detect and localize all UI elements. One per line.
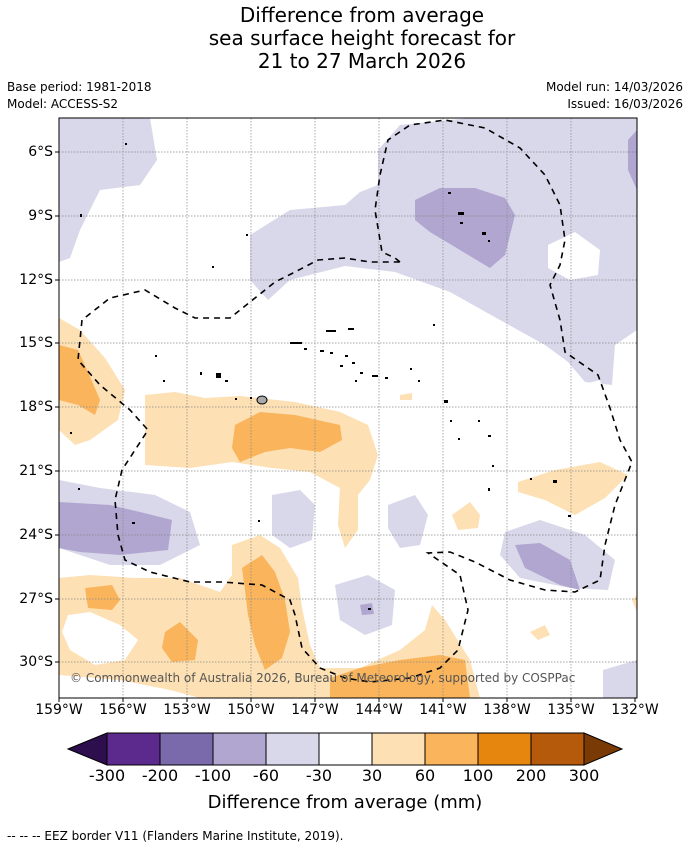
colorbar-tick-pos30: 30 — [361, 766, 383, 785]
lon-label-156w: 156°W — [99, 702, 147, 718]
tick-marks — [55, 151, 636, 702]
eez-borders — [77, 119, 633, 683]
colorbar-tick-neg100: -100 — [194, 766, 232, 785]
colorbar-tick-neg300: -300 — [88, 766, 126, 785]
colorbar-tick-neg30: -30 — [305, 766, 333, 785]
colorbar-bin-3 — [212, 732, 267, 766]
base-period: Base period: 1981-2018 — [7, 80, 152, 94]
lat-label-12s: 12°S — [19, 272, 53, 288]
lat-label-15s: 15°S — [19, 335, 53, 351]
title-line-3: 21 to 27 March 2026 — [257, 49, 467, 73]
colorbar-tick-neg60: -60 — [252, 766, 280, 785]
meta-right: Model run: 14/03/2026 Issued: 16/03/2026 — [546, 79, 683, 113]
issued-date: Issued: 16/03/2026 — [567, 97, 683, 111]
colorbar-tick-neg200: -200 — [141, 766, 179, 785]
colorbar-title: Difference from average (mm) — [207, 792, 483, 813]
eez-legend: -- -- -- EEZ border V11 (Flanders Marine… — [7, 829, 344, 843]
islands — [70, 143, 571, 610]
gridlines — [59, 118, 637, 698]
model-name: Model: ACCESS-S2 — [7, 97, 119, 111]
title-line-2: sea surface height forecast for — [208, 26, 516, 50]
island-outline — [256, 395, 268, 405]
colorbar-bin-4 — [265, 732, 320, 766]
contour-layer — [59, 118, 637, 698]
colorbar-tick-pos200: 200 — [515, 766, 547, 785]
colorbar-tick-pos300: 300 — [568, 766, 600, 785]
lon-label-147w: 147°W — [291, 702, 339, 718]
lat-label-9s: 9°S — [28, 208, 53, 224]
lon-label-153w: 153°W — [163, 702, 211, 718]
colorbar-bin-8 — [477, 732, 532, 766]
map-title: Difference from average sea surface heig… — [0, 4, 690, 73]
colorbar-extend-high — [583, 732, 624, 766]
colorbar-bin-1 — [106, 732, 161, 766]
contour-neg100 — [59, 130, 637, 615]
lon-label-132w: 132°W — [611, 702, 659, 718]
colorbar-bin-7 — [424, 732, 479, 766]
copyright-text: © Commonwealth of Australia 2026, Bureau… — [70, 671, 575, 685]
lat-label-24s: 24°S — [19, 527, 53, 543]
lon-label-138w: 138°W — [483, 702, 531, 718]
colorbar-bin-2 — [159, 732, 214, 766]
lon-label-159w: 159°W — [35, 702, 83, 718]
colorbar — [66, 732, 624, 766]
colorbar-tick-pos60: 60 — [414, 766, 436, 785]
lon-label-135w: 135°W — [547, 702, 595, 718]
lat-label-27s: 27°S — [19, 591, 53, 607]
colorbar-extend-low — [66, 732, 108, 766]
lon-label-141w: 141°W — [419, 702, 467, 718]
lat-label-21s: 21°S — [19, 463, 53, 479]
lon-label-144w: 144°W — [355, 702, 403, 718]
map-frame — [58, 117, 638, 699]
colorbar-bin-9 — [530, 732, 585, 766]
lon-label-150w: 150°W — [227, 702, 275, 718]
colorbar-tick-pos100: 100 — [462, 766, 494, 785]
meta-left: Base period: 1981-2018 Model: ACCESS-S2 — [7, 79, 152, 113]
contour-neutral — [548, 232, 605, 405]
lat-label-6s: 6°S — [28, 144, 53, 160]
colorbar-bin-5 — [318, 732, 373, 766]
contour-neutral-2 — [62, 612, 138, 665]
model-run: Model run: 14/03/2026 — [545, 80, 683, 94]
lat-label-30s: 30°S — [19, 654, 53, 670]
lat-label-18s: 18°S — [19, 399, 53, 415]
title-line-1: Difference from average — [239, 3, 485, 27]
colorbar-bin-6 — [371, 732, 426, 766]
